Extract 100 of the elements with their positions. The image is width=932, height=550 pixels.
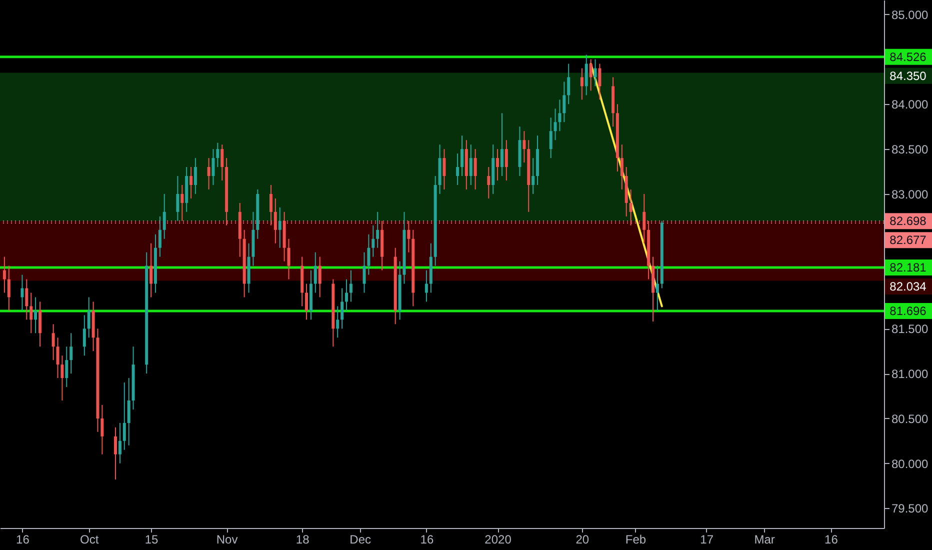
- candlestick: [456, 153, 460, 186]
- candlestick: [38, 301, 42, 348]
- candlestick: [558, 99, 562, 132]
- legend-label: 82.677: [890, 233, 927, 248]
- candlestick: [314, 252, 317, 294]
- candlestick: [7, 265, 10, 312]
- candlestick: [504, 140, 508, 181]
- y-tick-label: 83.500: [892, 142, 929, 157]
- candlestick: [598, 63, 602, 100]
- candlestick: [158, 216, 162, 258]
- candlestick: [70, 332, 73, 374]
- candlestick: [127, 378, 130, 446]
- candlestick: [305, 283, 308, 320]
- candlestick: [589, 58, 592, 92]
- x-tick-label: 16: [16, 532, 30, 546]
- x-tick-label: Dec: [350, 532, 371, 546]
- candlestick: [567, 63, 570, 105]
- x-tick-label: Nov: [216, 532, 238, 546]
- candlestick: [34, 296, 38, 334]
- y-tick-label: 79.500: [892, 502, 929, 516]
- candlestick: [65, 346, 68, 388]
- candlestick: [532, 158, 535, 194]
- ref-line-label: 81.696: [890, 304, 927, 318]
- candlestick: [87, 296, 90, 338]
- candlestick: [212, 148, 215, 186]
- candlestick: [469, 144, 472, 186]
- y-tick-label: 85.000: [892, 8, 929, 22]
- candlestick: [114, 426, 117, 480]
- candlestick: [194, 158, 197, 194]
- candlestick: [30, 292, 33, 334]
- x-tick-label: 17: [700, 532, 714, 546]
- y-tick-label: 83.000: [892, 187, 929, 202]
- candlestick: [122, 382, 126, 450]
- candlestick: [274, 198, 277, 244]
- candlestick: [376, 211, 380, 248]
- x-tick-label: Mar: [754, 532, 775, 546]
- candlestick: [180, 184, 184, 222]
- candlestick: [118, 422, 122, 464]
- candlestick: [318, 256, 322, 298]
- x-tick-label: Oct: [80, 532, 100, 546]
- candlestick: [562, 81, 566, 123]
- ref-line-label: 82.698: [890, 214, 927, 228]
- candlestick: [349, 270, 352, 302]
- candlestick: [642, 193, 646, 244]
- candlestick: [207, 158, 210, 190]
- candlestick: [60, 355, 64, 401]
- candlestick: [442, 148, 446, 190]
- candlestick: [580, 68, 584, 100]
- candlestick: [500, 112, 504, 176]
- candlestick: [344, 278, 348, 312]
- candlestick: [554, 108, 557, 141]
- candlestick: [25, 278, 28, 320]
- candlestick: [100, 404, 104, 455]
- candlestick: [287, 238, 290, 280]
- candlestick: [460, 135, 464, 176]
- candlestick: [52, 324, 55, 361]
- candlestick: [474, 148, 477, 190]
- candlestick: [656, 265, 659, 312]
- x-tick-label: 15: [144, 532, 159, 546]
- candlestick: [362, 252, 366, 294]
- candlestick: [150, 242, 153, 298]
- candlestick: [487, 166, 490, 199]
- candlestick: [496, 148, 500, 181]
- candlestick: [340, 288, 344, 330]
- x-tick-label: 2020: [484, 532, 512, 546]
- y-tick-label: 81.500: [892, 322, 929, 336]
- y-tick-label: 81.000: [892, 367, 929, 382]
- ref-line-label: 84.526: [890, 50, 927, 64]
- x-tick-label: 20: [576, 532, 590, 546]
- candlestick: [549, 117, 552, 159]
- candlestick: [629, 188, 632, 226]
- y-tick-label: 80.500: [892, 412, 929, 426]
- candlestick: [594, 58, 597, 87]
- candlestick: [372, 224, 375, 258]
- candlestick: [20, 274, 24, 312]
- candlestick: [269, 184, 272, 226]
- candlestick: [278, 206, 282, 248]
- candlestick: [176, 176, 180, 222]
- candlestick: [424, 270, 428, 302]
- candlestick: [216, 142, 220, 168]
- candlestick: [220, 144, 224, 181]
- ref-line-label: 82.181: [890, 260, 927, 274]
- x-tick-label: Feb: [625, 532, 646, 546]
- candlestick: [336, 306, 340, 338]
- candlestick: [522, 130, 526, 164]
- candlestick: [407, 220, 410, 253]
- candlestick: [584, 54, 588, 96]
- candlestick: [56, 337, 60, 379]
- x-tick-label: 16: [420, 532, 434, 546]
- candlestick: [367, 234, 370, 276]
- candlestick: [190, 166, 193, 199]
- y-tick-label: 84.000: [892, 98, 929, 112]
- y-tick-label: 80.000: [892, 456, 929, 471]
- band-label: 84.350: [890, 68, 927, 83]
- candlestick: [2, 256, 6, 294]
- x-tick-label: 16: [824, 532, 838, 546]
- candlestick: [162, 193, 166, 240]
- x-tick-label: 18: [296, 532, 310, 546]
- band-label: 82.034: [890, 280, 927, 294]
- candlestick: [620, 144, 624, 190]
